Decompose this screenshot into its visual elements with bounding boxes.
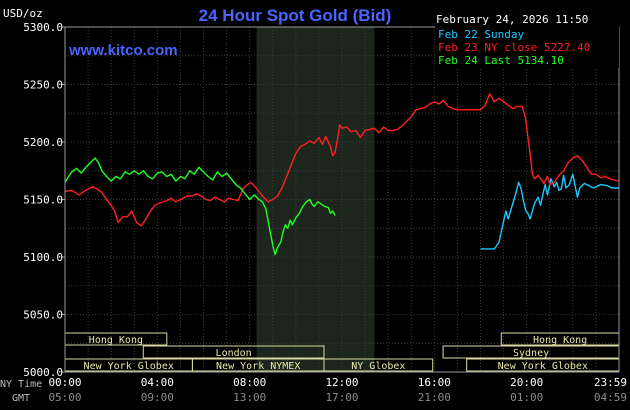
series-line-1 (64, 93, 619, 227)
x-tick-ny: 12:00 (325, 376, 358, 389)
x-tick-gmt: 13:00 (233, 391, 266, 404)
session-band-box (323, 358, 434, 372)
session-band: New York Globex (64, 358, 193, 372)
session-band-label: Hong Kong (533, 335, 587, 346)
y-tick-label: 5250.0 (23, 79, 63, 92)
session-band-label: New York NYMEX (216, 361, 300, 372)
x-tick-gmt: 21:00 (418, 391, 451, 404)
session-band-label: London (216, 348, 252, 359)
x-tick-gmt: 05:00 (48, 391, 81, 404)
y-tick-label: 5300.0 (23, 21, 63, 34)
datetime-stamp: February 24, 2026 11:50 (436, 13, 588, 26)
session-band-label: Sydney (513, 348, 549, 359)
x-tick-ny: 00:00 (48, 376, 81, 389)
y-tick-label: 5200.0 (23, 136, 63, 149)
session-band-label: New York Globex (498, 361, 588, 372)
legend: Feb 22 Sunday Feb 23 NY close 5227.40 Fe… (435, 26, 619, 68)
x-tick-ny: 08:00 (233, 376, 266, 389)
x-tick-gmt: 04:59 (594, 391, 627, 404)
y-tick-label: 5100.0 (23, 251, 63, 264)
legend-background (435, 26, 619, 68)
nymex-shade-layer (256, 27, 375, 372)
session-bands-layer: Hong Kong London New York Globex New York N… (64, 332, 620, 372)
session-band-box (142, 345, 325, 359)
x-tick-labels: 00:00 05:00 04:00 09:00 08:00 13:00 12:00 17:00… (48, 376, 627, 404)
legend-entry-feb24: Feb 24 Last 5134.10 (438, 54, 564, 67)
x-tick-ny: 23:59 (594, 376, 627, 389)
x-tick-ny: 20:00 (510, 376, 543, 389)
y-tick-label: 5150.0 (23, 194, 63, 207)
y-tick-label: 5000.0 (23, 366, 63, 379)
gmt-axis-label: GMT (12, 393, 30, 404)
nymex-session-shade (256, 27, 375, 372)
series-layer (64, 93, 619, 256)
x-tick-ny: 04:00 (141, 376, 174, 389)
y-tick-label: 5050.0 (23, 309, 63, 322)
session-band: London (142, 345, 325, 359)
x-tick-ny: 16:00 (418, 376, 451, 389)
x-tick-gmt: 17:00 (325, 391, 358, 404)
chart-title: 24 Hour Spot Gold (Bid) (199, 6, 392, 25)
session-band-label: New York Globex (84, 361, 174, 372)
legend-entry-feb22: Feb 22 Sunday (438, 28, 524, 41)
session-band-label: Hong Kong (89, 335, 143, 346)
y-unit-label: USD/oz (3, 7, 43, 20)
x-tick-gmt: 09:00 (141, 391, 174, 404)
series-line-2 (64, 157, 336, 256)
session-band: NY Globex (323, 358, 434, 372)
y-tick-labels: 5000.0 5050.0 5100.0 5150.0 5200.0 5250.0 5300… (23, 21, 65, 379)
x-tick-gmt: 01:00 (510, 391, 543, 404)
legend-entry-feb23: Feb 23 NY close 5227.40 (438, 41, 590, 54)
site-watermark[interactable]: www.kitco.com (68, 42, 178, 59)
ny-time-axis-label: NY Time (0, 379, 42, 390)
series-line-0 (480, 173, 619, 250)
session-band-label: NY Globex (351, 361, 405, 372)
